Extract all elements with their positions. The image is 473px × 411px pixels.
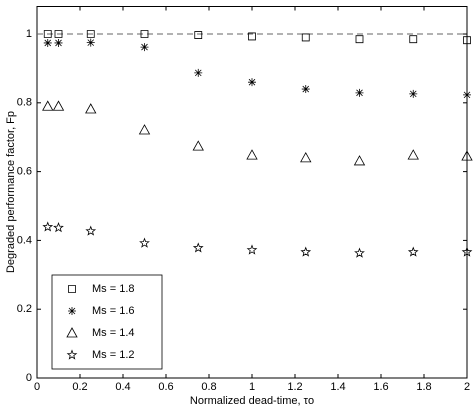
point [353,155,366,166]
y-tick-label: 0.4 [17,234,32,246]
point [192,140,204,151]
point [407,149,419,160]
point [42,221,54,232]
point [246,149,258,160]
x-tick-label: 1 [249,381,255,393]
point [86,30,95,38]
point [54,30,63,38]
point [354,247,365,258]
point [463,36,471,45]
point [85,225,97,236]
y-tick-label: 0.2 [17,303,32,315]
point [54,38,63,47]
point [192,242,204,253]
x-tick-label: 1.4 [330,381,345,393]
legend-marker [68,285,76,293]
y-tick-label: 0.8 [17,97,32,109]
point [409,89,418,98]
point [409,35,418,44]
point [140,43,149,52]
x-tick-label: 0 [34,381,40,393]
x-axis-label: Normalized dead-time, τo [190,395,314,407]
point [139,237,150,248]
point [43,30,52,38]
point [248,32,256,41]
y-tick-label: 0 [26,372,32,384]
x-tick-label: 1.2 [287,381,302,393]
legend-label: Ms = 1.4 [92,327,135,339]
point [86,38,95,47]
point [53,222,64,233]
point [43,38,52,47]
point [407,246,419,257]
point [246,244,258,255]
legend-marker [66,349,78,360]
point [194,68,203,77]
point [52,100,65,111]
point [463,90,471,99]
x-tick-label: 0.2 [72,381,87,393]
legend-marker [68,307,76,315]
x-tick-label: 0.8 [201,381,216,393]
point [355,88,364,97]
y-tick-label: 1 [26,28,32,40]
point [140,30,149,38]
point [461,150,473,161]
point [300,246,312,257]
point [138,124,151,135]
x-tick-label: 0.6 [158,381,173,393]
point [301,33,310,42]
legend-marker [66,327,78,338]
legend-label: Ms = 1.6 [92,305,135,317]
legend-label: Ms = 1.2 [92,349,135,361]
x-tick-label: 1.8 [416,381,431,393]
point [461,246,473,257]
y-tick-label: 0.6 [17,166,32,178]
y-axis-label: Degraded performance factor, Fp [5,111,17,273]
x-tick-label: 1.6 [373,381,388,393]
point [300,152,312,163]
legend-label: Ms = 1.8 [92,283,135,295]
point [248,78,256,87]
x-tick-label: 2 [464,381,470,393]
point [301,85,310,94]
x-tick-label: 0.4 [115,381,130,393]
point [355,35,364,44]
point [85,103,97,114]
point [194,31,203,39]
point [42,100,54,111]
